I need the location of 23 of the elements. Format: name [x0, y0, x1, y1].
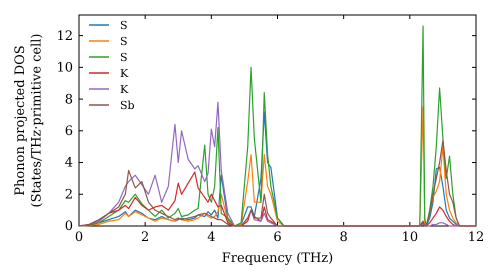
- y-tick-label: 12: [56, 28, 73, 44]
- legend-label: S: [120, 18, 128, 32]
- y-tick-label: 0: [64, 219, 73, 234]
- y-tick-label: 10: [56, 60, 73, 76]
- x-tick-label: 8: [340, 230, 348, 246]
- x-tick-label: 6: [273, 230, 282, 246]
- x-axis-title: Frequency (THz): [222, 251, 334, 266]
- legend-label: K: [120, 66, 129, 80]
- legend-label: S: [120, 34, 128, 48]
- line-series: [78, 140, 477, 227]
- legend-label: Sb: [120, 98, 135, 112]
- x-tick-label: 4: [207, 230, 216, 246]
- x-tick-label: 12: [468, 230, 484, 246]
- y-tick-label: 2: [64, 187, 73, 202]
- y-tick-label: 6: [64, 124, 73, 139]
- x-tick-label: 2: [141, 230, 150, 246]
- x-tick-label: 10: [402, 230, 418, 246]
- legend-label: K: [120, 82, 129, 96]
- x-tick-label: 0: [74, 230, 84, 246]
- y-tick-label: 8: [64, 92, 73, 108]
- y-axis-title: Phonon projected DOS (States/THz·primitive cell): [13, 33, 44, 208]
- legend-label: S: [120, 50, 128, 64]
- y-tick-label: 4: [64, 156, 73, 171]
